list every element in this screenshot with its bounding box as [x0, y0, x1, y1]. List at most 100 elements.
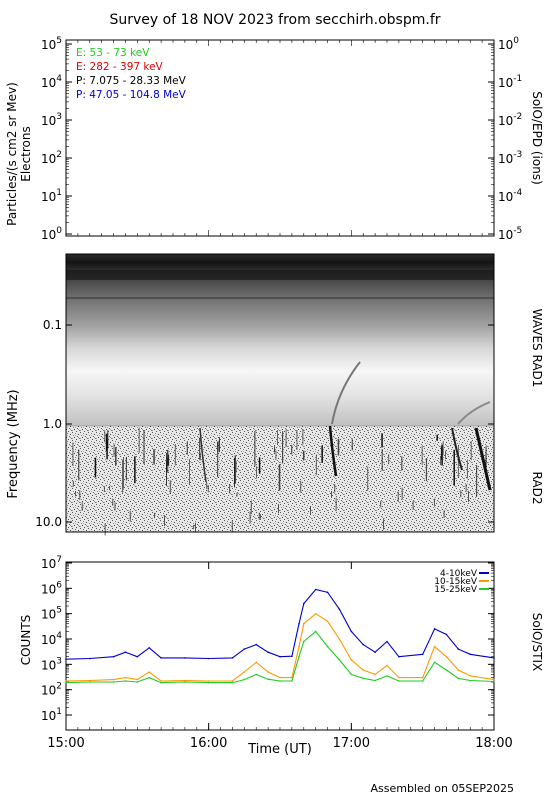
rad2-burst-4: [474, 427, 492, 491]
stix-point-1-18: [326, 620, 329, 623]
stix-point-2-12: [267, 678, 269, 680]
stix-point-1-24: [398, 676, 400, 679]
epd-right-tick-label-0: 100: [498, 36, 519, 52]
stix-point-2-18: [326, 645, 329, 648]
stix-point-1-29: [469, 675, 472, 677]
stix-point-0-19: [338, 608, 341, 610]
stix-xlabel: Time (UT): [247, 742, 312, 757]
stix-point-0-13: [279, 655, 281, 658]
stix-point-0-0: [65, 658, 67, 660]
stix-point-2-25: [421, 680, 424, 682]
stix-point-1-28: [457, 669, 460, 671]
stix-point-1-25: [421, 676, 424, 679]
stix-point-0-22: [374, 651, 376, 653]
stix-point-2-23: [386, 675, 388, 677]
stix-point-0-25: [421, 653, 424, 656]
stix-point-1-3: [124, 676, 127, 679]
epd-right-tick-label-4: 10-4: [498, 188, 523, 204]
epd-left-ticks: 105 104 103 102 101 100: [41, 36, 72, 242]
epd-ylabel-line1: Particles/(s cm2 sr Mev): [5, 82, 19, 226]
stix-x-ticks: 15:00 16:00 17:00 18:00: [47, 562, 513, 751]
freq-tick-2: 10.0: [35, 515, 62, 529]
figure-title: Survey of 18 NOV 2023 from secchirh.obsp…: [109, 12, 440, 28]
epd-legend-item-2: P: 7.075 - 28.33 MeV: [76, 75, 187, 87]
stix-point-0-20: [350, 630, 353, 633]
stix-point-1-23: [386, 664, 388, 667]
stix-point-0-4: [136, 655, 139, 658]
stix-point-0-2: [112, 655, 115, 658]
stix-point-2-5: [148, 676, 150, 679]
stix-legend-label-2: 15-25keV: [434, 585, 478, 595]
stix-ylabel: COUNTS: [19, 615, 33, 666]
rad2-interference-lines: [72, 428, 487, 536]
epd-legend-item-0: E: 53 - 73 keV: [76, 47, 150, 59]
epd-legend: E: 53 - 73 keV E: 282 - 397 keV P: 7.075 -…: [76, 47, 187, 101]
stix-y-tick-label-4: 103: [41, 656, 62, 672]
stix-point-2-17: [314, 630, 317, 633]
stix-point-0-9: [231, 657, 234, 659]
stix-point-1-17: [314, 612, 317, 615]
rad1-dark-band: [66, 270, 494, 280]
stix-y-tick-label-6: 101: [41, 707, 62, 723]
stix-point-1-1: [89, 679, 91, 682]
stix-point-0-17: [314, 588, 317, 591]
stix-point-0-12: [267, 651, 269, 653]
rad2-label: RAD2: [530, 472, 544, 505]
stix-y-tick-label-0: 107: [41, 555, 62, 571]
rad1-burst-1: [331, 361, 361, 425]
stix-point-1-13: [279, 676, 281, 679]
assembled-footer: Assembled on 05SEP2025: [370, 782, 514, 795]
stix-point-0-8: [207, 657, 210, 660]
stix-point-0-29: [469, 653, 472, 656]
stix-right-label: SolO/STIX: [530, 613, 544, 672]
stix-x-tick-label-2: 17:00: [333, 736, 370, 751]
epd-legend-item-1: E: 282 - 397 keV: [76, 61, 164, 73]
epd-left-tick-label-5: 100: [41, 226, 62, 242]
stix-point-2-11: [255, 673, 257, 676]
stix-point-2-13: [279, 680, 281, 682]
spectrogram-panel: 0.1 1.0 10.0 Frequency (MHz) WAVES RAD1 …: [6, 253, 544, 536]
stix-point-0-30: [493, 657, 495, 659]
epd-right-label: SolO/EPD (ions): [530, 91, 544, 185]
stix-point-1-11: [255, 661, 257, 664]
stix-x-tick-label-0: 15:00: [47, 736, 84, 751]
rad2-burst-2: [199, 427, 207, 483]
epd-left-tick-label-2: 103: [41, 112, 62, 128]
stix-point-1-21: [362, 669, 365, 671]
epd-right-ticks: 100 10-1 10-2 10-3 10-4 10-5: [488, 36, 523, 242]
stix-point-1-12: [267, 671, 269, 673]
stix-point-0-5: [148, 647, 150, 649]
stix-point-0-15: [298, 622, 300, 625]
stix-point-2-28: [457, 677, 460, 680]
rad1-label: WAVES RAD1: [530, 309, 544, 388]
stix-point-2-7: [184, 681, 186, 683]
stix-point-2-3: [124, 680, 127, 682]
stix-point-1-19: [338, 638, 341, 640]
rad2-burst-3: [451, 427, 463, 471]
stix-point-2-21: [362, 677, 365, 680]
rad1-spectrogram: [66, 254, 494, 426]
stix-point-1-7: [184, 679, 186, 682]
stix-point-0-26: [433, 628, 436, 630]
stix-y-tick-label-3: 104: [41, 631, 62, 647]
stix-x-tick-label-3: 18:00: [475, 736, 512, 751]
stix-point-1-9: [231, 680, 234, 682]
epd-right-tick-label-3: 10-3: [498, 150, 522, 166]
stix-point-1-22: [374, 673, 376, 676]
epd-legend-item-3: P: 47.05 - 104.8 MeV: [76, 89, 187, 101]
stix-point-2-16: [303, 640, 305, 643]
stix-point-1-27: [445, 655, 448, 658]
stix-point-0-14: [291, 655, 293, 657]
stix-point-1-0: [65, 680, 67, 682]
stix-point-2-27: [445, 669, 448, 671]
stix-point-2-10: [243, 678, 246, 681]
frequency-ylabel: Frequency (MHz): [6, 389, 21, 498]
stix-panel: 107 106 105 104 103 102 101 15:00 16:00 17:00 18:…: [19, 555, 544, 757]
stix-point-1-5: [148, 671, 150, 673]
epd-left-tick-label-0: 105: [41, 36, 62, 52]
stix-y-tick-label-1: 106: [41, 580, 62, 596]
stix-x-tick-label-1: 16:00: [190, 736, 227, 751]
